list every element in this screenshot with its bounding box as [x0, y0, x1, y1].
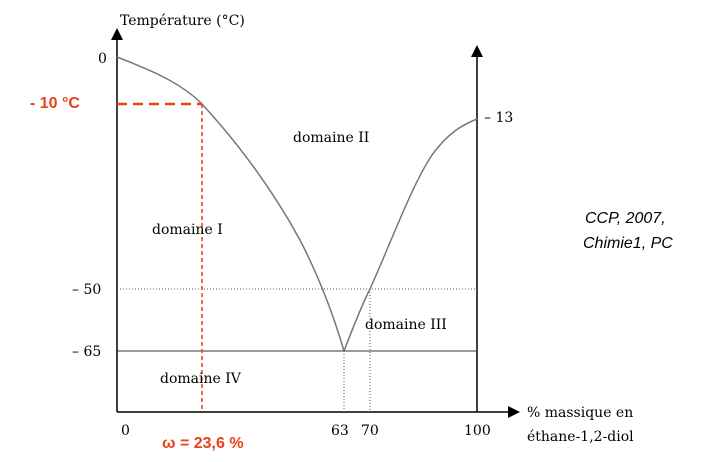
region-label-domaine-3: domaine III: [365, 317, 447, 333]
x-axis-title-line2: éthane-1,2-diol: [527, 429, 634, 445]
source-credit-line1: CCP, 2007,: [585, 210, 666, 227]
y-tick-minus-65: – 65: [72, 344, 101, 360]
x-tick-70: 70: [361, 423, 379, 439]
x-tick-63: 63: [331, 423, 349, 439]
y-axis-left-arrow: [111, 28, 123, 40]
y-tick-minus-50: – 50: [72, 282, 101, 298]
x-axis-title-line1: % massique en: [527, 405, 633, 421]
x-tick-100: 100: [464, 423, 491, 439]
y-tick-0: 0: [98, 51, 107, 67]
right-tick-minus-13: – 13: [484, 110, 513, 126]
right-liquidus-curve: [343, 118, 478, 352]
y-axis-title: Température (°C): [120, 13, 245, 29]
region-label-domaine-4: domaine IV: [160, 371, 242, 387]
y-axis-right-arrow: [471, 45, 483, 57]
left-liquidus-curve: [116, 56, 345, 352]
x-axis-arrow: [508, 406, 520, 418]
omega-annotation: ω = 23,6 %: [162, 435, 244, 452]
temperature-annotation: - 10 °C: [30, 95, 80, 112]
x-tick-0: 0: [121, 423, 130, 439]
region-label-domaine-1: domaine I: [152, 222, 223, 238]
region-label-domaine-2: domaine II: [293, 130, 369, 146]
source-credit-line2: Chimie1, PC: [583, 235, 673, 252]
